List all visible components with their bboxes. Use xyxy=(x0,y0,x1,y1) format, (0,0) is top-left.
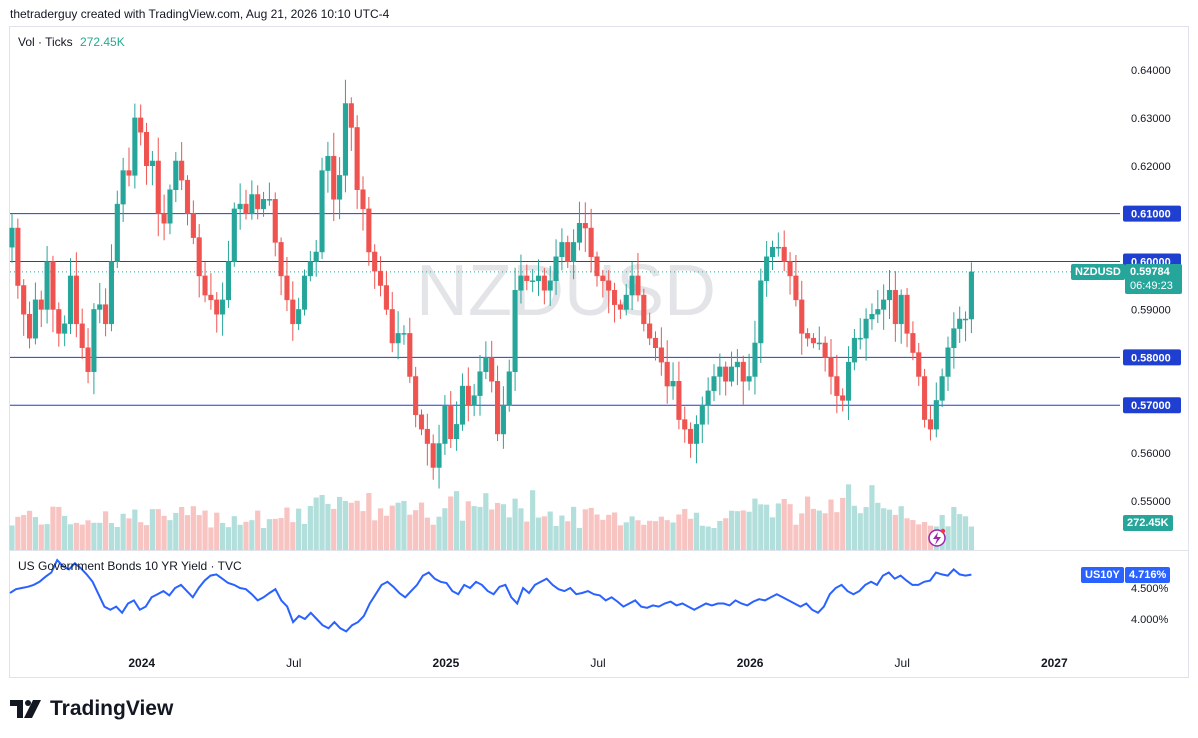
indicator-legend[interactable]: US Government Bonds 10 YR Yield · TVC xyxy=(18,559,242,573)
volume-legend-value: 272.45K xyxy=(80,35,125,49)
pane-separator[interactable] xyxy=(9,550,1189,551)
bar-countdown: 06:49:23 xyxy=(1130,280,1173,292)
last-price: 0.59784 xyxy=(1130,266,1170,278)
chart-frame xyxy=(9,26,1189,678)
symbol-tag: NZDUSD xyxy=(1071,264,1125,280)
volume-legend[interactable]: Vol · Ticks 272.45K xyxy=(18,35,125,49)
volume-legend-name: Vol · Ticks xyxy=(18,35,73,49)
tradingview-logo-icon xyxy=(10,700,41,718)
volume-tag: 272.45K xyxy=(1123,515,1173,531)
yield-value-tag: 4.716% xyxy=(1125,567,1171,583)
yield-symbol-tag: US10Y xyxy=(1081,567,1124,583)
tradingview-logo[interactable]: TradingView xyxy=(10,697,173,721)
chart-credit: thetraderguy created with TradingView.co… xyxy=(10,7,390,21)
price-tag: 0.59784 06:49:23 xyxy=(1125,264,1182,294)
logo-wordmark: TradingView xyxy=(50,697,174,720)
